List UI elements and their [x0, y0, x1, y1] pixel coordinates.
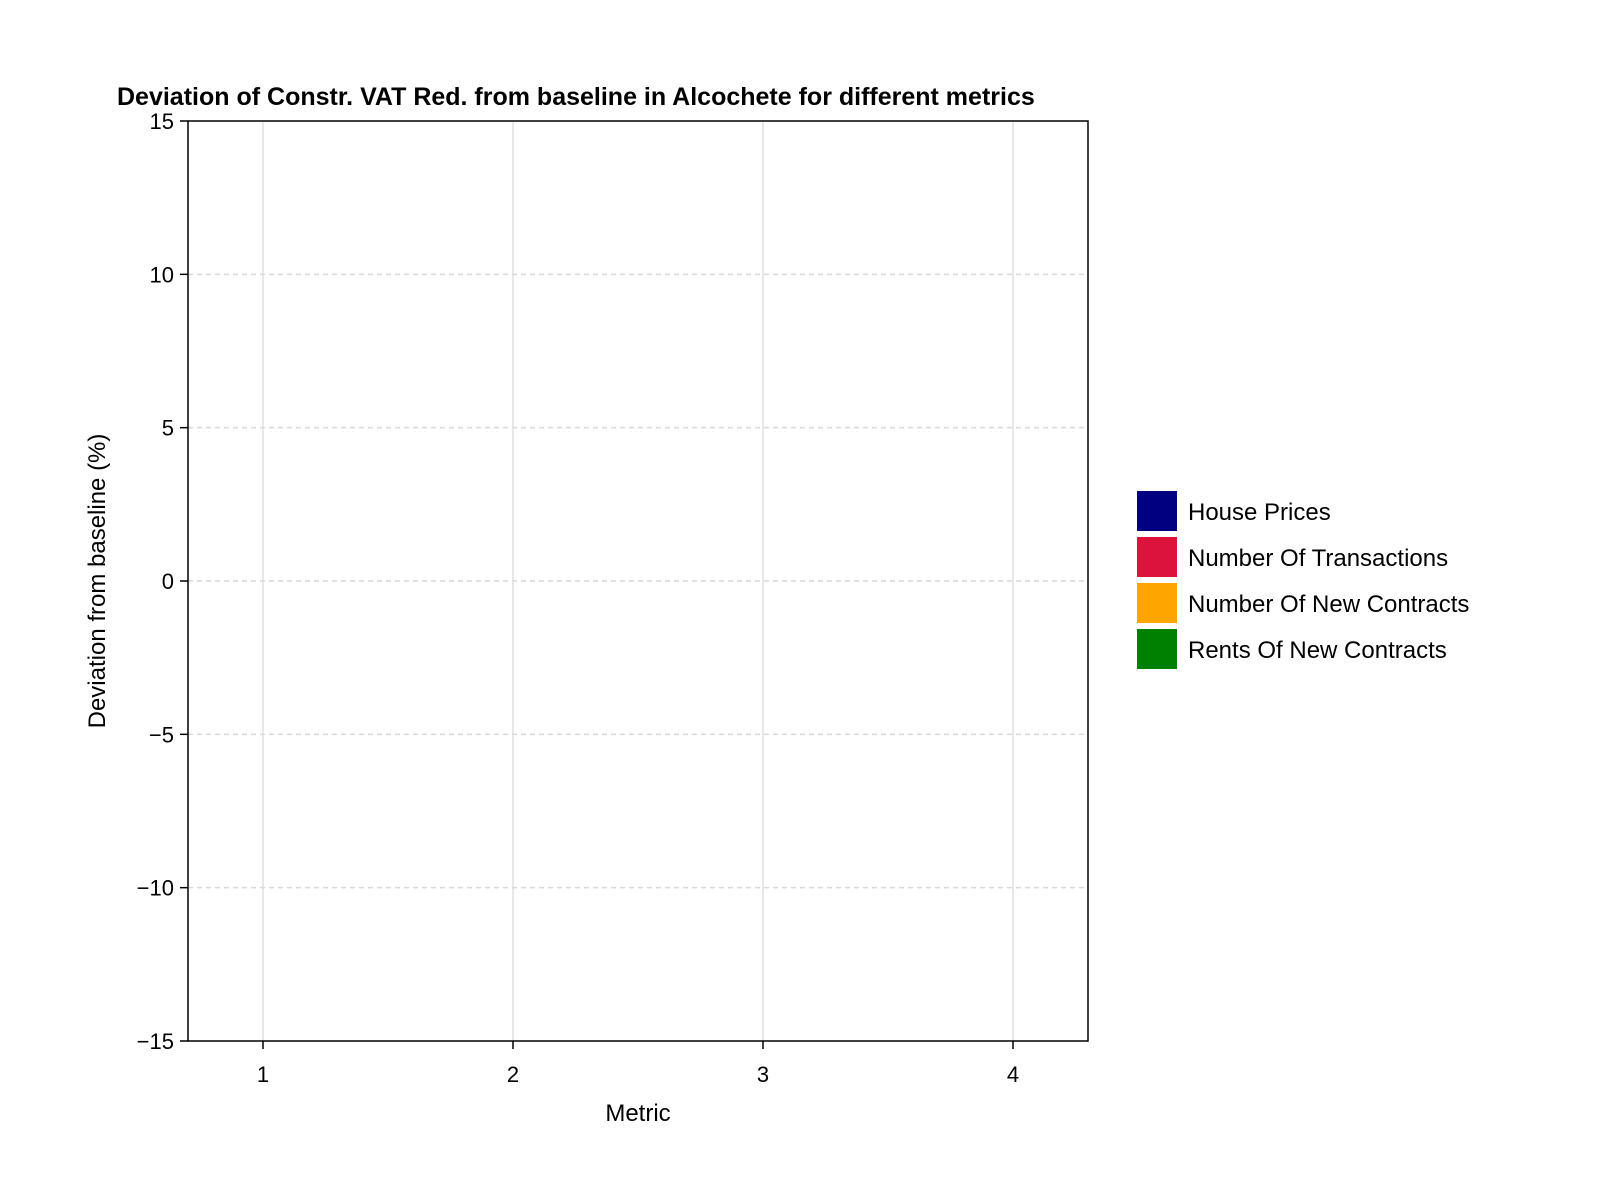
y-tick-label: −5 — [149, 722, 174, 747]
legend-label: Rents Of New Contracts — [1188, 637, 1447, 664]
chart-title: Deviation of Constr. VAT Red. from basel… — [117, 83, 1035, 111]
y-tick-label: 15 — [150, 109, 174, 134]
y-tick-label: 5 — [162, 416, 174, 441]
legend-label: Number Of Transactions — [1188, 545, 1448, 572]
legend-label: Number Of New Contracts — [1188, 591, 1469, 618]
grid — [188, 121, 1088, 1041]
x-axis-label: Metric — [605, 1100, 670, 1127]
y-tick-label: −10 — [137, 876, 174, 901]
x-tick-label: 3 — [757, 1062, 769, 1087]
legend-swatch — [1137, 537, 1177, 577]
y-tick-label: −15 — [137, 1029, 174, 1054]
legend-swatch — [1137, 629, 1177, 669]
legend-swatch — [1137, 583, 1177, 623]
ticks: 1 2 3 4 −15 −10 −5 0 5 10 15 — [137, 109, 1019, 1087]
y-tick-label: 10 — [150, 262, 174, 287]
y-axis-label: Deviation from baseline (%) — [84, 434, 111, 729]
legend-label: House Prices — [1188, 499, 1331, 526]
legend: House Prices Number Of Transactions Number… — [1137, 491, 1469, 669]
y-tick-label: 0 — [162, 569, 174, 594]
legend-swatch — [1137, 491, 1177, 531]
x-tick-label: 4 — [1007, 1062, 1019, 1087]
x-tick-label: 1 — [257, 1062, 269, 1087]
x-tick-label: 2 — [507, 1062, 519, 1087]
